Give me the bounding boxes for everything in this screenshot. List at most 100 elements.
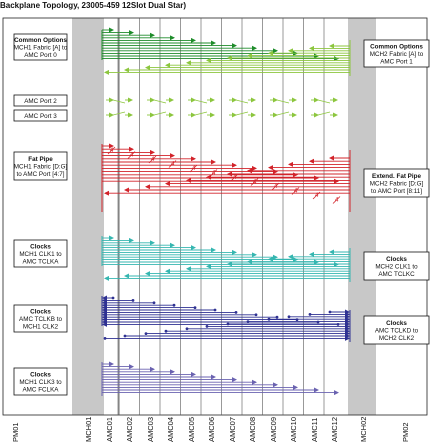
box-line: MCH1 CLK1 to (19, 251, 62, 258)
fat-pipe-lane-count: 4 (294, 189, 298, 195)
fat-pipe-box-frame (13, 151, 68, 181)
amc-port-3-box: AMC Port 3 (13, 109, 68, 122)
fat-pipe-lane-slash (332, 196, 341, 204)
box-title: Clocks (30, 371, 51, 378)
fat-pipe-lane-count: 4 (151, 157, 155, 163)
box-line: to AMC Port [4:7] (17, 171, 65, 178)
fat-pipe-lane-count: 4 (192, 166, 196, 172)
tclkd-source-dot (205, 325, 209, 328)
slot-label: AMC08 (248, 417, 257, 442)
diagram-title: Backplane Topology, 23005-459 12Slot Dua… (0, 1, 186, 10)
amc-port-3-box-frame (13, 109, 68, 122)
box-line: AMC FCLKA (22, 386, 59, 393)
tclkb-source-dot (152, 301, 156, 305)
tclkb-source-dot (131, 299, 135, 302)
box-line: AMC Port 1 (380, 58, 413, 65)
box-title: Clocks (386, 320, 407, 327)
fat-pipe-lane-slash (230, 173, 239, 182)
box-line: AMC TCLKA (23, 258, 60, 265)
slot-label: AMC05 (187, 417, 196, 442)
box-line: MCH2 Fabric [A] to (370, 51, 424, 58)
box-title: Clocks (386, 256, 407, 263)
amc-port-crossover (194, 99, 208, 104)
tclkd-source-dot (267, 317, 271, 321)
amc-port-2-box: AMC Port 2 (13, 94, 68, 107)
amc-port-crossover (112, 111, 126, 116)
box-line: AMC TCLKD to (375, 327, 419, 334)
mch02-column (348, 18, 376, 415)
tclkb-source-dot (172, 303, 176, 307)
clk3-fclka-box-frame (13, 367, 68, 396)
slot-label: AMC02 (125, 417, 134, 442)
fat-pipe-lane-count: 4 (130, 153, 134, 159)
fat-pipe-lane-slash (168, 160, 177, 168)
amc-port-crossover (276, 99, 290, 104)
amc-port-2-box-frame (13, 94, 68, 107)
amc-port-crossover (235, 111, 249, 116)
box-line: MCH2 CLK2 (379, 335, 415, 342)
box-line: MCH2 Fabric [D:G] (370, 180, 424, 187)
tclkd-source-dot (246, 320, 250, 323)
extended-fat-pipe-box-frame (363, 168, 430, 198)
box-line: AMC TCLKC (378, 271, 415, 278)
slot-label: AMC11 (310, 418, 319, 442)
amc-port-crossover (194, 111, 208, 116)
box-line: AMC Port 0 (24, 52, 57, 59)
tclkd-source-dot (328, 310, 332, 314)
amc-port-crossover (276, 111, 290, 116)
tclkd-source-dot (287, 315, 291, 319)
fat-pipe-lane-slash (189, 164, 198, 173)
slot-label: AMC06 (207, 417, 216, 442)
tclkd-source-dot (308, 313, 312, 316)
tclkb-source-dot (213, 308, 217, 312)
box-title: Common Options (370, 43, 423, 50)
box-line: AMC Port 2 (24, 98, 57, 105)
slot-label: AMC03 (146, 417, 155, 442)
tclkd-source-dot (226, 322, 230, 326)
fat-pipe-lane-slash (209, 169, 218, 177)
slot-label: AMC10 (289, 417, 298, 442)
slot-label: AMC12 (330, 417, 339, 442)
amc-port-crossover (317, 99, 331, 104)
fat-pipe-lane-count: 4 (212, 171, 216, 177)
common-options-mch1-box-frame (13, 33, 68, 61)
box-line: MCH1 CLK2 (23, 323, 59, 330)
tclkd-source-dot (185, 327, 189, 331)
fat-pipe-lane-slash (271, 182, 280, 191)
tclkd-source-dot (144, 332, 148, 335)
fat-pipe-lane-slash (127, 151, 136, 159)
box-line: AMC TCLKB to (19, 316, 62, 323)
tclkd-source-dot (164, 329, 168, 333)
box-line: MCH2 CLK1 to (375, 263, 418, 270)
amc-port-crossover (317, 111, 331, 116)
tclkb-box-frame (13, 304, 68, 333)
amc-port-crossover (153, 99, 167, 104)
box-title: Clocks (30, 308, 51, 315)
fat-pipe-lane-slash (250, 178, 259, 186)
amc-port-crossover (112, 99, 126, 104)
amc-port-crossover (153, 111, 167, 116)
amc-port-crossover (235, 99, 249, 104)
slot-label: AMC04 (166, 417, 175, 442)
tclkb-source-dot (234, 311, 238, 314)
box-title: Extend. Fat Pipe (372, 173, 421, 180)
box-line: MCH1 Fabric [A] to (14, 44, 68, 51)
slot-label: AMC09 (269, 417, 278, 442)
fat-pipe-lane-count: 4 (253, 180, 257, 186)
fat-pipe-lane-count: 4 (335, 198, 339, 204)
slot-label: AMC07 (228, 417, 237, 442)
fat-pipe-lane-count: 4 (171, 162, 175, 168)
tclkb-source-dot (193, 306, 197, 309)
common-options-mch2-box-frame (363, 39, 430, 68)
slot-label: AMC01 (105, 417, 114, 442)
backplane-frame (2, 17, 428, 416)
fat-pipe-lane-slash (312, 191, 321, 200)
